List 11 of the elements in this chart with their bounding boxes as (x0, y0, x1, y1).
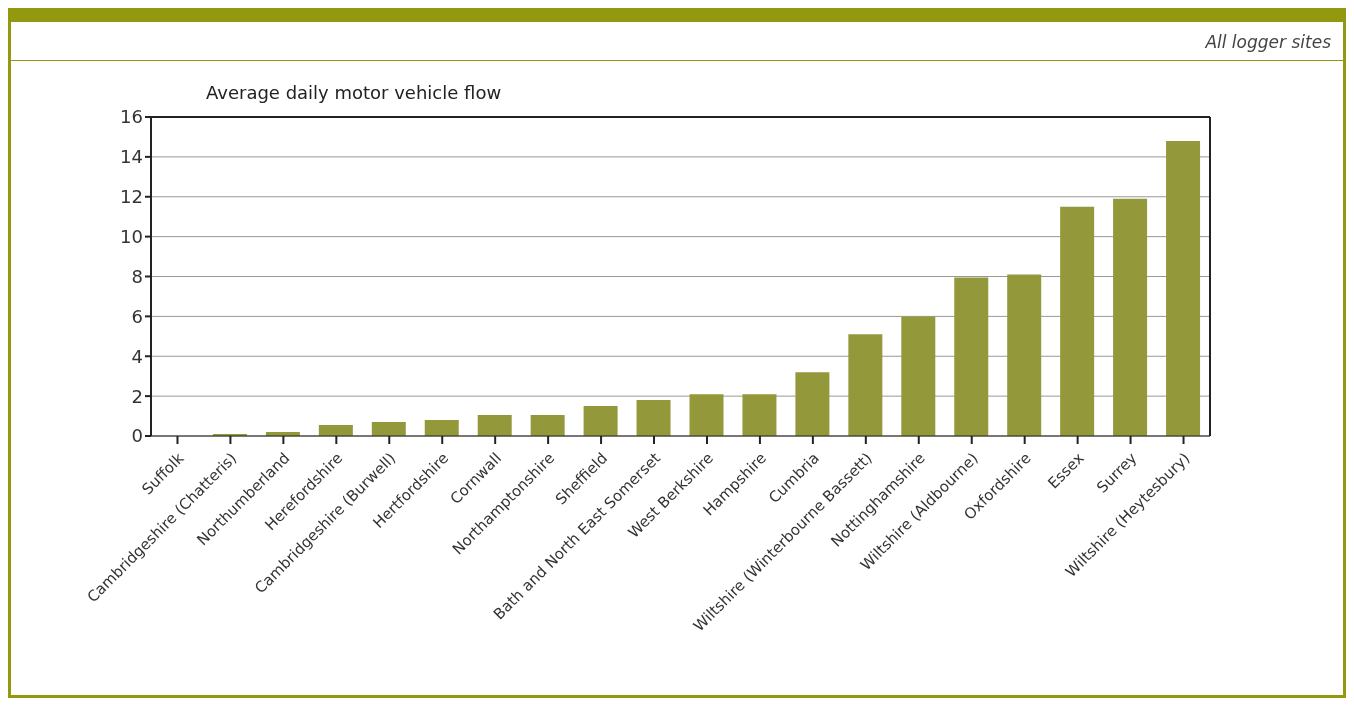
y-tick-label: 16 (120, 106, 143, 128)
y-tick-label: 4 (131, 345, 143, 367)
y-tick-label: 0 (131, 425, 143, 447)
y-tick-label: 12 (120, 186, 143, 208)
y-axis-title: Average daily motor vehicle flow (206, 82, 502, 103)
y-tick-label: 10 (120, 226, 143, 248)
y-tick-label: 2 (131, 385, 143, 407)
y-tick-label: 6 (131, 305, 143, 327)
text: All logger sites (11, 22, 1343, 61)
y-tick-label: 8 (131, 265, 143, 287)
y-tick-label: 14 (120, 146, 143, 168)
